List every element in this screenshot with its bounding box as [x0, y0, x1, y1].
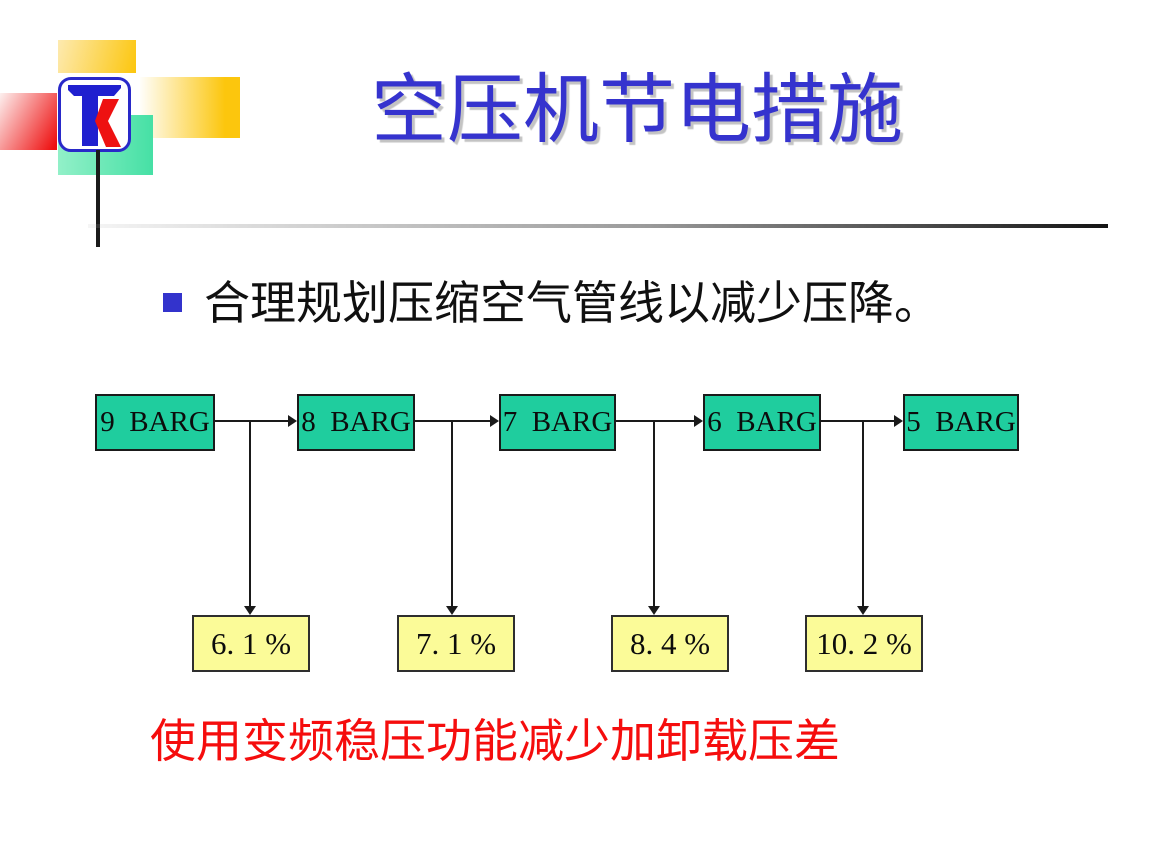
loss-node-10-2: 10. 2 %: [805, 615, 923, 672]
arrow-right-icon: [288, 415, 297, 427]
connector-line: [616, 420, 695, 422]
tk-logo: [58, 77, 131, 152]
pressure-node-6barg: 6 BARG: [703, 394, 821, 451]
pressure-node-9barg: 9 BARG: [95, 394, 215, 451]
loss-node-7-1: 7. 1 %: [397, 615, 515, 672]
logo-accent-gold-right: [140, 77, 240, 138]
drop-line: [862, 421, 864, 606]
connector-line: [821, 420, 895, 422]
arrow-down-icon: [648, 606, 660, 615]
pressure-node-8barg: 8 BARG: [297, 394, 415, 451]
arrow-right-icon: [894, 415, 903, 427]
connector-line: [215, 420, 289, 422]
arrow-right-icon: [490, 415, 499, 427]
tk-logo-icon: [68, 85, 121, 147]
connector-line: [415, 420, 491, 422]
caption-text: 使用变频稳压功能减少加卸载压差: [150, 716, 840, 767]
bullet-text: 合理规划压缩空气管线以减少压降。: [204, 278, 940, 329]
logo-stem-line: [96, 150, 100, 247]
pressure-node-5barg: 5 BARG: [903, 394, 1019, 451]
arrow-right-icon: [694, 415, 703, 427]
page-title: 空压机节电措施: [371, 69, 903, 153]
arrow-down-icon: [857, 606, 869, 615]
bullet-marker: [163, 293, 182, 312]
pressure-node-7barg: 7 BARG: [499, 394, 616, 451]
logo-accent-red-left: [0, 93, 57, 150]
drop-line: [249, 421, 251, 606]
title-divider: [88, 224, 1108, 228]
drop-line: [653, 421, 655, 606]
loss-node-6-1: 6. 1 %: [192, 615, 310, 672]
arrow-down-icon: [244, 606, 256, 615]
logo-accent-gold-top: [58, 40, 136, 73]
arrow-down-icon: [446, 606, 458, 615]
loss-node-8-4: 8. 4 %: [611, 615, 729, 672]
drop-line: [451, 421, 453, 606]
